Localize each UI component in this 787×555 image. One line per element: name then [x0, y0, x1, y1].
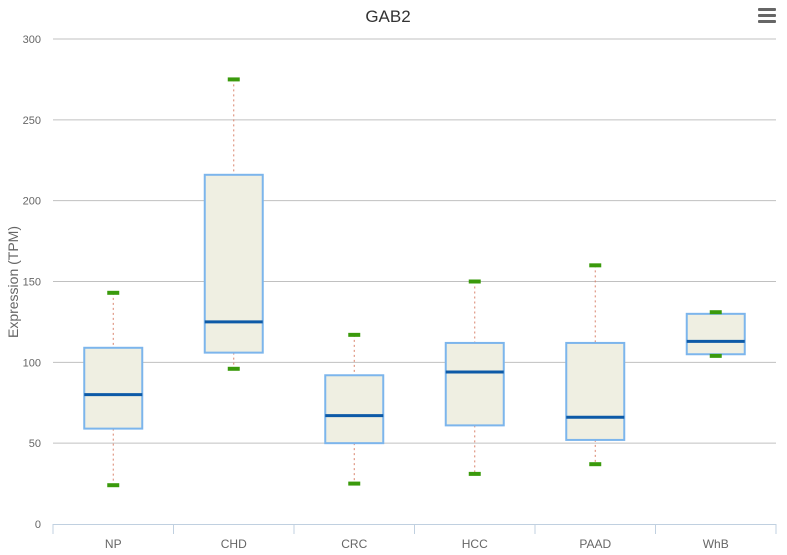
y-tick-label: 300 [23, 34, 41, 46]
box-np [83, 290, 144, 488]
box-hcc [444, 279, 505, 476]
iqr-box [444, 341, 505, 427]
box-crc [324, 332, 385, 486]
iqr-box [83, 346, 144, 430]
y-tick-label: 50 [29, 438, 41, 450]
box-series[interactable] [83, 77, 746, 488]
box-chd [203, 77, 264, 371]
y-tick-label: 0 [35, 519, 41, 531]
y-tick-label: 250 [23, 115, 41, 127]
box-paad [565, 263, 626, 467]
y-axis-ticks: 0 50 100 150 200 250 300 [23, 34, 41, 531]
x-tick-label: NP [105, 537, 122, 551]
x-tick-label: PAAD [579, 537, 611, 551]
iqr-box [203, 173, 264, 354]
y-tick-label: 150 [23, 277, 41, 289]
hamburger-menu-icon[interactable] [758, 8, 776, 28]
y-tick-label: 200 [23, 196, 41, 208]
x-tick-label: HCC [462, 537, 488, 551]
y-axis-label: Expression (TPM) [5, 226, 21, 338]
x-axis: NP CHD CRC HCC PAAD WhB [52, 524, 777, 551]
x-tick-label: CRC [341, 537, 367, 551]
gridlines [53, 38, 776, 444]
iqr-box [324, 374, 385, 445]
chart-title: GAB2 [365, 7, 410, 26]
box-whb [685, 310, 746, 358]
x-tick-label: WhB [703, 537, 729, 551]
y-tick-label: 100 [23, 357, 41, 369]
iqr-box [685, 312, 746, 356]
x-tick-label: CHD [221, 537, 247, 551]
iqr-box [565, 341, 626, 441]
